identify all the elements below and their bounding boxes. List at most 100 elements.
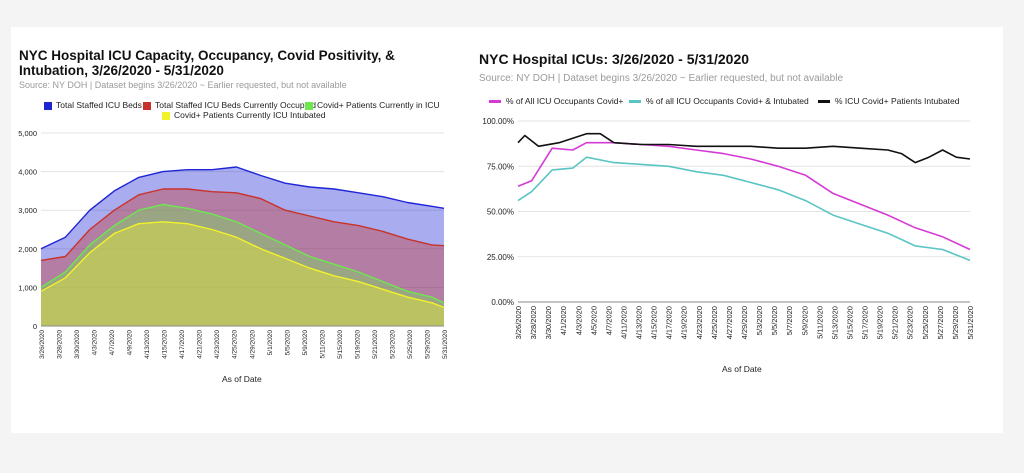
x-tick-label: 5/19/2020 <box>876 306 885 339</box>
y-tick-label: 25.00% <box>487 253 514 262</box>
y-tick-label: 75.00% <box>487 162 514 171</box>
x-tick-label: 5/31/2020 <box>442 330 449 359</box>
left-legend-item-1: Total Staffed ICU Beds Currently Occupie… <box>143 100 316 110</box>
right-legend-item-0: % of All ICU Occupants Covid+ <box>489 96 623 106</box>
x-tick-label: 5/27/2020 <box>936 306 945 339</box>
right-legend-item-1: % of all ICU Occupants Covid+ & Intubate… <box>629 96 809 106</box>
legend-swatch <box>305 101 313 110</box>
left-legend-item-2: Covid+ Patients Currently in ICU <box>305 100 440 110</box>
x-tick-label: 3/26/2020 <box>514 306 523 339</box>
series-line-2 <box>40 203 445 304</box>
x-tick-label: 4/3/2020 <box>92 330 99 356</box>
legend-label: Covid+ Patients Currently in ICU <box>317 100 440 110</box>
x-tick-label: 5/7/2020 <box>785 306 794 335</box>
x-tick-label: 4/17/2020 <box>179 330 186 359</box>
x-tick-label: 4/21/2020 <box>197 330 204 359</box>
x-tick-label: 4/15/2020 <box>650 306 659 339</box>
legend-line <box>489 100 501 104</box>
x-tick-label: 5/25/2020 <box>407 330 414 359</box>
x-tick-label: 4/7/2020 <box>109 330 116 356</box>
series-line-0 <box>517 141 971 251</box>
x-tick-label: 5/23/2020 <box>906 306 915 339</box>
x-tick-label: 5/29/2020 <box>951 306 960 339</box>
y-tick-label: 0 <box>33 322 37 331</box>
x-tick-label: 3/28/2020 <box>57 330 64 359</box>
right-chart-subtitle: Source: NY DOH | Dataset begins 3/26/202… <box>479 73 844 84</box>
right-x-axis-label: As of Date <box>722 364 762 374</box>
x-tick-label: 5/13/2020 <box>830 306 839 339</box>
x-tick-label: 5/3/2020 <box>755 306 764 335</box>
x-tick-label: 5/9/2020 <box>302 330 309 356</box>
x-tick-label: 4/1/2020 <box>559 306 568 335</box>
area-fill-series-2 <box>41 204 444 326</box>
y-tick-label: 5,000 <box>18 129 37 138</box>
x-tick-label: 5/29/2020 <box>424 330 431 359</box>
series-line-0 <box>40 166 445 250</box>
x-tick-label: 5/11/2020 <box>815 306 824 339</box>
x-tick-label: 5/15/2020 <box>337 330 344 359</box>
series-line-1 <box>517 156 971 262</box>
right-line-chart: 0.00% 25.00% 50.00% 75.00% 100.00% 3/26/2020 3… <box>482 117 975 339</box>
x-tick-label: 4/19/2020 <box>680 306 689 339</box>
legend-label: Total Staffed ICU Beds Currently Occupie… <box>155 100 316 110</box>
x-tick-label: 4/3/2020 <box>574 306 583 335</box>
left-legend-item-0: Total Staffed ICU Beds <box>44 100 142 110</box>
left-chart-title: NYC Hospital ICU Capacity, Occupancy, Co… <box>19 48 395 79</box>
y-tick-label: 100.00% <box>482 117 514 126</box>
right-legend-item-2: % ICU Covid+ Patients Intubated <box>818 96 960 106</box>
x-tick-label: 4/13/2020 <box>144 330 151 359</box>
x-tick-label: 3/30/2020 <box>544 306 553 339</box>
x-tick-label: 4/9/2020 <box>127 330 134 356</box>
screenshot-frame <box>11 27 1003 433</box>
legend-label: Covid+ Patients Currently ICU Intubated <box>174 110 326 120</box>
x-tick-label: 5/5/2020 <box>284 330 291 356</box>
right-chart-title: NYC Hospital ICUs: 3/26/2020 - 5/31/2020 <box>479 51 750 67</box>
x-tick-label: 5/23/2020 <box>389 330 396 359</box>
y-tick-label: 2,000 <box>18 245 37 254</box>
legend-label: % ICU Covid+ Patients Intubated <box>835 96 960 106</box>
x-tick-label: 4/7/2020 <box>604 306 613 335</box>
area-fill-series-3 <box>41 221 444 326</box>
series-line-3 <box>40 221 445 309</box>
y-tick-label: 4,000 <box>18 168 37 177</box>
x-tick-label: 5/31/2020 <box>966 306 975 339</box>
y-tick-label: 0.00% <box>491 298 514 307</box>
area-fill-series-0 <box>41 167 444 326</box>
left-legend-item-3: Covid+ Patients Currently ICU Intubated <box>162 110 325 120</box>
x-tick-label: 4/13/2020 <box>635 306 644 339</box>
x-tick-label: 4/27/2020 <box>725 306 734 339</box>
x-tick-label: 4/23/2020 <box>695 306 704 339</box>
left-chart-subtitle: Source: NY DOH | Dataset begins 3/26/202… <box>19 80 347 90</box>
legend-label: Total Staffed ICU Beds <box>56 100 142 110</box>
x-tick-label: 4/15/2020 <box>162 330 169 359</box>
x-tick-label: 4/17/2020 <box>665 306 674 339</box>
x-tick-label: 4/11/2020 <box>619 306 628 339</box>
legend-line <box>818 100 830 104</box>
x-tick-label: 5/11/2020 <box>319 330 326 359</box>
legend-swatch <box>44 101 52 110</box>
left-area-chart: 0 1,000 2,000 3,000 4,000 5,000 3/26/2020 3/28/… <box>18 129 449 359</box>
x-tick-label: 3/30/2020 <box>74 330 81 359</box>
x-tick-label: 5/9/2020 <box>800 306 809 335</box>
x-tick-label: 5/17/2020 <box>861 306 870 339</box>
x-tick-label: 4/25/2020 <box>710 306 719 339</box>
x-tick-label: 5/19/2020 <box>354 330 361 359</box>
y-tick-label: 1,000 <box>18 283 37 292</box>
legend-label: % of All ICU Occupants Covid+ <box>506 96 624 106</box>
y-tick-label: 3,000 <box>18 206 37 215</box>
x-tick-label: 5/5/2020 <box>770 306 779 335</box>
legend-swatch <box>143 101 151 110</box>
legend-label: % of all ICU Occupants Covid+ & Intubate… <box>646 96 809 106</box>
series-line-2 <box>517 132 971 164</box>
x-tick-label: 4/29/2020 <box>740 306 749 339</box>
x-tick-label: 4/23/2020 <box>214 330 221 359</box>
x-tick-label: 5/1/2020 <box>267 330 274 356</box>
x-tick-label: 3/26/2020 <box>39 330 46 359</box>
x-tick-label: 5/15/2020 <box>845 306 854 339</box>
x-tick-label: 5/21/2020 <box>891 306 900 339</box>
x-tick-label: 4/25/2020 <box>232 330 239 359</box>
legend-line <box>629 100 641 104</box>
left-x-axis-label: As of Date <box>222 374 262 384</box>
x-tick-label: 3/28/2020 <box>529 306 538 339</box>
y-tick-label: 50.00% <box>487 208 514 217</box>
